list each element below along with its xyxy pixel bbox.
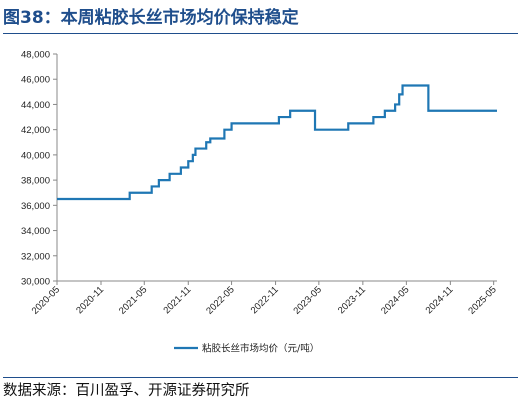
x-tick-label: 2022-05 [204, 284, 236, 316]
source-divider [3, 377, 518, 378]
series-line [57, 84, 497, 201]
y-tick-label: 30,000 [21, 277, 50, 288]
y-tick-label: 46,000 [21, 75, 50, 86]
legend-label: 粘胶长丝市场均价（元/吨） [202, 343, 319, 355]
chart-title: 图38：本周粘胶长丝市场均价保持稳定 [3, 8, 299, 28]
x-axis: 2020-05 2020-11 2021-05 2021-11 2022-05 2022-… [30, 280, 499, 317]
y-tick-label: 32,000 [21, 251, 50, 262]
legend: 粘胶长丝市场均价（元/吨） [174, 343, 319, 355]
x-tick-label: 2023-11 [336, 284, 368, 316]
x-tick-label: 2021-05 [117, 284, 149, 316]
x-tick-label: 2020-11 [74, 284, 106, 316]
x-tick-label: 2021-11 [161, 284, 193, 316]
title-divider [3, 33, 518, 34]
data-source-note: 数据来源：百川盈孚、开源证券研究所 [3, 383, 250, 399]
x-tick-label: 2024-05 [379, 284, 411, 316]
x-tick-label: 2020-05 [30, 284, 62, 316]
x-tick-label: 2023-05 [292, 284, 324, 316]
y-tick-label: 40,000 [21, 150, 50, 161]
x-tick-label: 2024-11 [424, 284, 456, 316]
y-tick-label: 34,000 [21, 226, 50, 237]
y-tick-label: 38,000 [21, 176, 50, 187]
y-tick-label: 42,000 [21, 125, 50, 136]
y-tick-label: 48,000 [21, 50, 50, 61]
y-axis: 30,000 32,000 34,000 36,000 38,000 40,000 42,0… [21, 50, 58, 288]
x-tick-label: 2025-05 [466, 284, 498, 316]
y-tick-label: 36,000 [21, 201, 50, 212]
line-chart: 30,000 32,000 34,000 36,000 38,000 40,000 42,0… [21, 50, 499, 355]
series-layer [57, 84, 497, 201]
y-tick-label: 44,000 [21, 100, 50, 111]
x-tick-label: 2022-11 [249, 284, 281, 316]
